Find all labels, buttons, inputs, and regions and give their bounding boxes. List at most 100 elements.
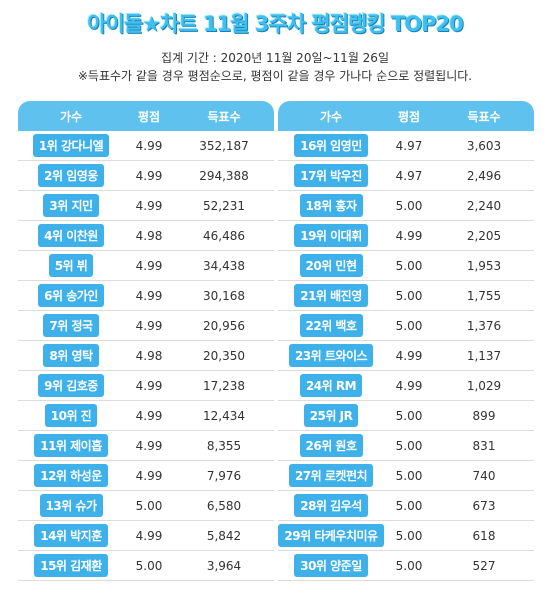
score-cell: 4.99 xyxy=(135,198,163,213)
table-row: 2위 임영웅 4.99 294,388 xyxy=(18,161,274,191)
votes-cell: 1,137 xyxy=(466,348,502,363)
table-row: 3위 지민 4.99 52,231 xyxy=(18,191,274,221)
singer-cell: 30위 양준일 xyxy=(278,554,384,577)
singer-name-badge: 9위 김호중 xyxy=(38,374,104,397)
singer-name-badge: 29위 타케우치미유 xyxy=(278,524,384,547)
votes-cell: 34,438 xyxy=(203,258,245,273)
singer-name-badge: 16위 임영민 xyxy=(294,134,368,157)
score-cell: 5.00 xyxy=(395,558,423,573)
table-row: 15위 김재환 5.00 3,964 xyxy=(18,551,274,581)
score-cell: 5.00 xyxy=(395,258,423,273)
table-row: 28위 김우석 5.00 673 xyxy=(278,491,534,521)
table-row: 6위 송가인 4.99 30,168 xyxy=(18,281,274,311)
singer-cell: 29위 타케우치미유 xyxy=(278,524,384,547)
score-cell: 4.99 xyxy=(135,318,163,333)
singer-name-badge: 13위 슈가 xyxy=(39,494,103,517)
singer-cell: 28위 김우석 xyxy=(278,494,384,517)
singer-name-badge: 12위 하성운 xyxy=(34,464,108,487)
singer-name-badge: 26위 원호 xyxy=(299,434,363,457)
votes-cell: 1,755 xyxy=(466,288,502,303)
page-title: 아이돌★차트 11월 3주차 평점랭킹 TOP20 xyxy=(87,12,464,36)
score-cell: 4.99 xyxy=(135,468,163,483)
score-cell: 5.00 xyxy=(395,528,423,543)
votes-cell: 352,187 xyxy=(199,138,249,153)
votes-cell: 2,205 xyxy=(466,228,502,243)
votes-cell: 831 xyxy=(472,438,496,453)
ranking-table-left: 가수 평점 득표수 1위 강다니엘 4.99 352,187 2위 임영웅 4.99 29… xyxy=(18,101,274,581)
score-cell: 4.99 xyxy=(135,138,163,153)
table-row: 30위 양준일 5.00 527 xyxy=(278,551,534,581)
singer-cell: 4위 이찬원 xyxy=(18,224,124,247)
table-row: 11위 제이홉 4.99 8,355 xyxy=(18,431,274,461)
table-row: 13위 슈가 5.00 6,580 xyxy=(18,491,274,521)
table-row: 9위 김호중 4.99 17,238 xyxy=(18,371,274,401)
score-cell: 5.00 xyxy=(395,408,423,423)
singer-name-badge: 20위 민현 xyxy=(299,254,363,277)
singer-name-badge: 7위 정국 xyxy=(43,314,99,337)
score-cell: 5.00 xyxy=(395,198,423,213)
singer-cell: 26위 원호 xyxy=(278,434,384,457)
votes-cell: 2,240 xyxy=(466,198,502,213)
votes-cell: 294,388 xyxy=(199,168,249,183)
singer-name-badge: 27위 로켓펀치 xyxy=(288,464,374,487)
score-cell: 4.97 xyxy=(395,138,423,153)
singer-cell: 6위 송가인 xyxy=(18,284,124,307)
header-singer: 가수 xyxy=(319,109,343,124)
singer-cell: 7위 정국 xyxy=(18,314,124,337)
singer-name-badge: 1위 강다니엘 xyxy=(32,134,110,157)
votes-cell: 20,956 xyxy=(203,318,245,333)
table-row: 24위 RM 4.99 1,029 xyxy=(278,371,534,401)
singer-cell: 18위 홍자 xyxy=(278,194,384,217)
singer-name-badge: 17위 박우진 xyxy=(294,164,368,187)
ranking-table-right: 가수 평점 득표수 16위 임영민 4.97 3,603 17위 박우진 4.97 2,4… xyxy=(278,101,534,581)
singer-cell: 9위 김호중 xyxy=(18,374,124,397)
table-row: 18위 홍자 5.00 2,240 xyxy=(278,191,534,221)
votes-cell: 618 xyxy=(472,528,496,543)
score-cell: 5.00 xyxy=(135,558,163,573)
singer-name-badge: 22위 백호 xyxy=(299,314,363,337)
votes-cell: 6,580 xyxy=(206,498,242,513)
singer-cell: 1위 강다니엘 xyxy=(18,134,124,157)
table-body: 16위 임영민 4.97 3,603 17위 박우진 4.97 2,496 18위 홍자 5.… xyxy=(278,131,534,581)
singer-name-badge: 6위 송가인 xyxy=(38,284,104,307)
votes-cell: 2,496 xyxy=(466,168,502,183)
singer-name-badge: 21위 배진영 xyxy=(294,284,368,307)
score-cell: 4.99 xyxy=(135,168,163,183)
votes-cell: 1,376 xyxy=(466,318,502,333)
singer-name-badge: 19위 이대휘 xyxy=(294,224,368,247)
table-header: 가수 평점 득표수 xyxy=(278,101,534,131)
singer-cell: 20위 민현 xyxy=(278,254,384,277)
singer-name-badge: 5위 뷔 xyxy=(48,254,94,277)
score-cell: 4.99 xyxy=(395,378,423,393)
score-cell: 4.97 xyxy=(395,168,423,183)
header-singer: 가수 xyxy=(59,109,83,124)
note-text: ※득표수가 같을 경우 평점순으로, 평점이 같을 경우 가나다 순으로 정렬됩… xyxy=(77,69,473,83)
singer-cell: 24위 RM xyxy=(278,374,384,397)
votes-cell: 46,486 xyxy=(203,228,245,243)
singer-cell: 8위 영탁 xyxy=(18,344,124,367)
score-cell: 4.99 xyxy=(395,348,423,363)
singer-cell: 17위 박우진 xyxy=(278,164,384,187)
votes-cell: 7,976 xyxy=(206,468,242,483)
votes-cell: 17,238 xyxy=(203,378,245,393)
score-cell: 4.99 xyxy=(135,408,163,423)
singer-name-badge: 28위 김우석 xyxy=(294,494,368,517)
singer-cell: 5위 뷔 xyxy=(18,254,124,277)
votes-cell: 12,434 xyxy=(203,408,245,423)
singer-name-badge: 10위 진 xyxy=(44,404,98,427)
table-header: 가수 평점 득표수 xyxy=(18,101,274,131)
singer-name-badge: 23위 트와이스 xyxy=(288,344,374,367)
table-row: 14위 박지훈 4.99 5,842 xyxy=(18,521,274,551)
score-cell: 5.00 xyxy=(395,498,423,513)
header-score: 평점 xyxy=(137,109,161,124)
singer-name-badge: 11위 제이홉 xyxy=(34,434,108,457)
votes-cell: 527 xyxy=(472,558,496,573)
table-row: 19위 이대휘 4.99 2,205 xyxy=(278,221,534,251)
table-row: 12위 하성운 4.99 7,976 xyxy=(18,461,274,491)
table-body: 1위 강다니엘 4.99 352,187 2위 임영웅 4.99 294,388 3위 지민… xyxy=(18,131,274,581)
table-row: 27위 로켓펀치 5.00 740 xyxy=(278,461,534,491)
votes-cell: 899 xyxy=(472,408,496,423)
singer-cell: 15위 김재환 xyxy=(18,554,124,577)
score-cell: 4.99 xyxy=(135,528,163,543)
singer-cell: 16위 임영민 xyxy=(278,134,384,157)
